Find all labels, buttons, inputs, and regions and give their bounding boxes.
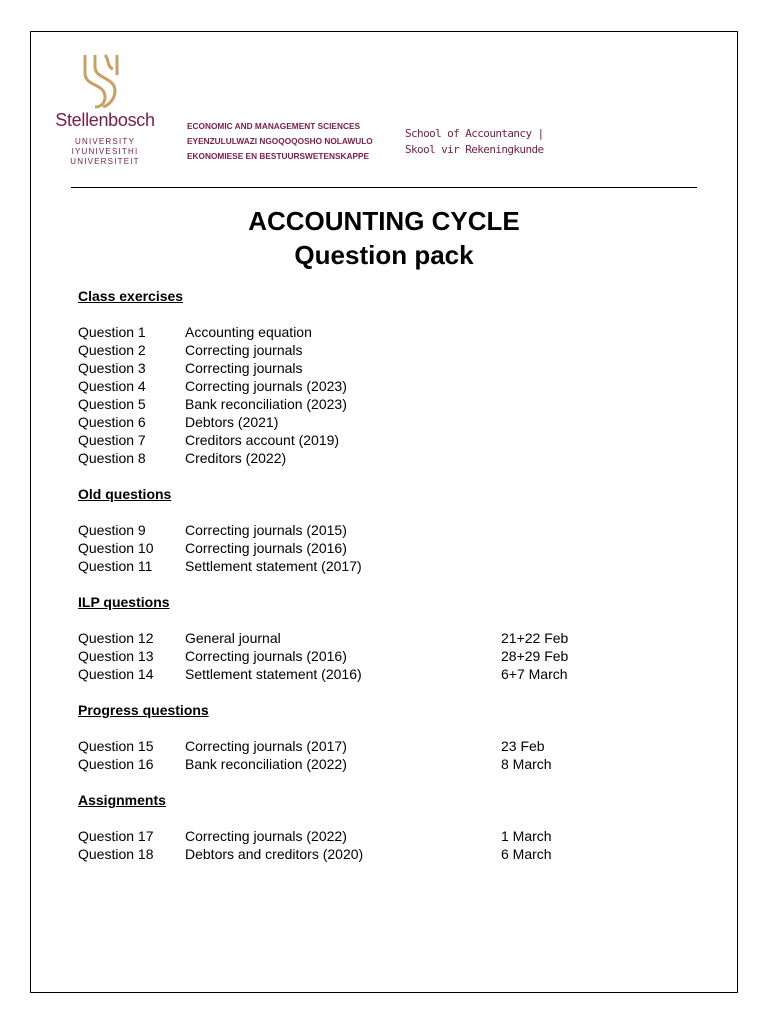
question-row: Question 18 Debtors and creditors (2020) 6…: [78, 845, 698, 863]
question-description: Correcting journals (2023): [185, 378, 347, 394]
question-date: 6+7 March: [501, 666, 568, 682]
question-row: Question 10 Correcting journals (2016): [78, 539, 698, 557]
question-description: Debtors (2021): [185, 414, 279, 430]
question-date: 23 Feb: [501, 738, 545, 754]
faculty-line: EKONOMIESE EN BESTUURSWETENSKAPPE: [187, 151, 370, 161]
section-items: Question 17 Correcting journals (2022) 1 M…: [78, 827, 698, 863]
document-subtitle: Question pack: [294, 240, 474, 270]
question-row: Question 14 Settlement statement (2016) 6+…: [78, 665, 698, 683]
school-line: Skool vir Rekeningkunde: [405, 143, 544, 156]
question-number: Question 2: [78, 342, 146, 358]
page-border: [30, 31, 738, 993]
document-title: ACCOUNTING CYCLE: [248, 206, 520, 236]
question-description: Creditors (2022): [185, 450, 287, 466]
faculty-line: ECONOMIC AND MANAGEMENT SCIENCES: [187, 121, 361, 131]
question-description: Correcting journals: [185, 342, 303, 358]
question-row: Question 1 Accounting equation: [78, 323, 698, 341]
question-number: Question 7: [78, 432, 146, 448]
question-row: Question 13 Correcting journals (2016) 28+…: [78, 647, 698, 665]
section-items: Question 12 General journal 21+22 Feb Quest…: [78, 629, 698, 683]
question-row: Question 2 Correcting journals: [78, 341, 698, 359]
school-line: School of Accountancy |: [405, 127, 544, 140]
section-heading: Class exercises: [78, 288, 184, 304]
question-description: Settlement statement (2016): [185, 666, 362, 682]
question-date: 28+29 Feb: [501, 648, 569, 664]
crest-icon: [83, 53, 119, 109]
question-number: Question 9: [78, 522, 146, 538]
question-description: Correcting journals (2016): [185, 540, 347, 556]
question-row: Question 9 Correcting journals (2015): [78, 521, 698, 539]
question-list: Class exercises Question 1 Accounting equa…: [78, 287, 698, 881]
question-date: 8 March: [501, 756, 552, 772]
section-heading: ILP questions: [78, 594, 170, 610]
question-number: Question 10: [78, 540, 154, 556]
section-items: Question 1 Accounting equation Question 2 C…: [78, 323, 698, 467]
question-number: Question 8: [78, 450, 146, 466]
question-description: Settlement statement (2017): [185, 558, 362, 574]
question-row: Question 5 Bank reconciliation (2023): [78, 395, 698, 413]
question-number: Question 15: [78, 738, 154, 754]
faculty-line: EYENZULULWAZI NGOQOQOSHO NOLAWULO: [187, 136, 373, 146]
question-date: 21+22 Feb: [501, 630, 569, 646]
question-row: Question 15 Correcting journals (2017) 23 …: [78, 737, 698, 755]
question-number: Question 5: [78, 396, 146, 412]
subtitle-line: UNIVERSITEIT: [70, 157, 140, 166]
question-row: Question 12 General journal 21+22 Feb: [78, 629, 698, 647]
question-description: Accounting equation: [185, 324, 312, 340]
question-number: Question 18: [78, 846, 154, 862]
question-row: Question 6 Debtors (2021): [78, 413, 698, 431]
question-number: Question 17: [78, 828, 154, 844]
university-name: Stellenbosch: [55, 110, 155, 130]
question-number: Question 3: [78, 360, 146, 376]
section-heading: Old questions: [78, 486, 172, 502]
question-number: Question 12: [78, 630, 154, 646]
question-description: Correcting journals (2022): [185, 828, 347, 844]
question-description: General journal: [185, 630, 281, 646]
question-number: Question 6: [78, 414, 146, 430]
question-row: Question 3 Correcting journals: [78, 359, 698, 377]
section-heading: Progress questions: [78, 702, 209, 718]
question-number: Question 11: [78, 558, 153, 574]
question-description: Creditors account (2019): [185, 432, 340, 448]
question-description: Correcting journals: [185, 360, 303, 376]
question-row: Question 11 Settlement statement (2017): [78, 557, 698, 575]
question-description: Bank reconciliation (2022): [185, 756, 347, 772]
question-row: Question 7 Creditors account (2019): [78, 431, 698, 449]
question-number: Question 1: [78, 324, 146, 340]
question-number: Question 13: [78, 648, 154, 664]
question-description: Debtors and creditors (2020): [185, 846, 364, 862]
section-items: Question 15 Correcting journals (2017) 23 …: [78, 737, 698, 773]
question-row: Question 16 Bank reconciliation (2022) 8 M…: [78, 755, 698, 773]
university-subtitle: UNIVERSITY IYUNIVESITHI UNIVERSITEIT: [52, 137, 158, 167]
section-items: Question 9 Correcting journals (2015) Ques…: [78, 521, 698, 575]
subtitle-line: UNIVERSITY: [74, 137, 135, 146]
subtitle-line: IYUNIVESITHI: [71, 147, 139, 156]
header-divider: [71, 187, 697, 188]
faculty-name: ECONOMIC AND MANAGEMENT SCIENCES EYENZUL…: [187, 119, 373, 164]
question-description: Correcting journals (2017): [185, 738, 347, 754]
question-date: 6 March: [501, 846, 552, 862]
question-number: Question 16: [78, 756, 154, 772]
question-row: Question 4 Correcting journals (2023): [78, 377, 698, 395]
question-description: Correcting journals (2016): [185, 648, 347, 664]
question-row: Question 17 Correcting journals (2022) 1 M…: [78, 827, 698, 845]
question-description: Bank reconciliation (2023): [185, 396, 347, 412]
question-description: Correcting journals (2015): [185, 522, 347, 538]
school-name: School of Accountancy | Skool vir Rekeni…: [405, 126, 544, 158]
question-date: 1 March: [501, 828, 552, 844]
question-number: Question 14: [78, 666, 154, 682]
question-row: Question 8 Creditors (2022): [78, 449, 698, 467]
question-number: Question 4: [78, 378, 146, 394]
section-heading: Assignments: [78, 792, 166, 808]
